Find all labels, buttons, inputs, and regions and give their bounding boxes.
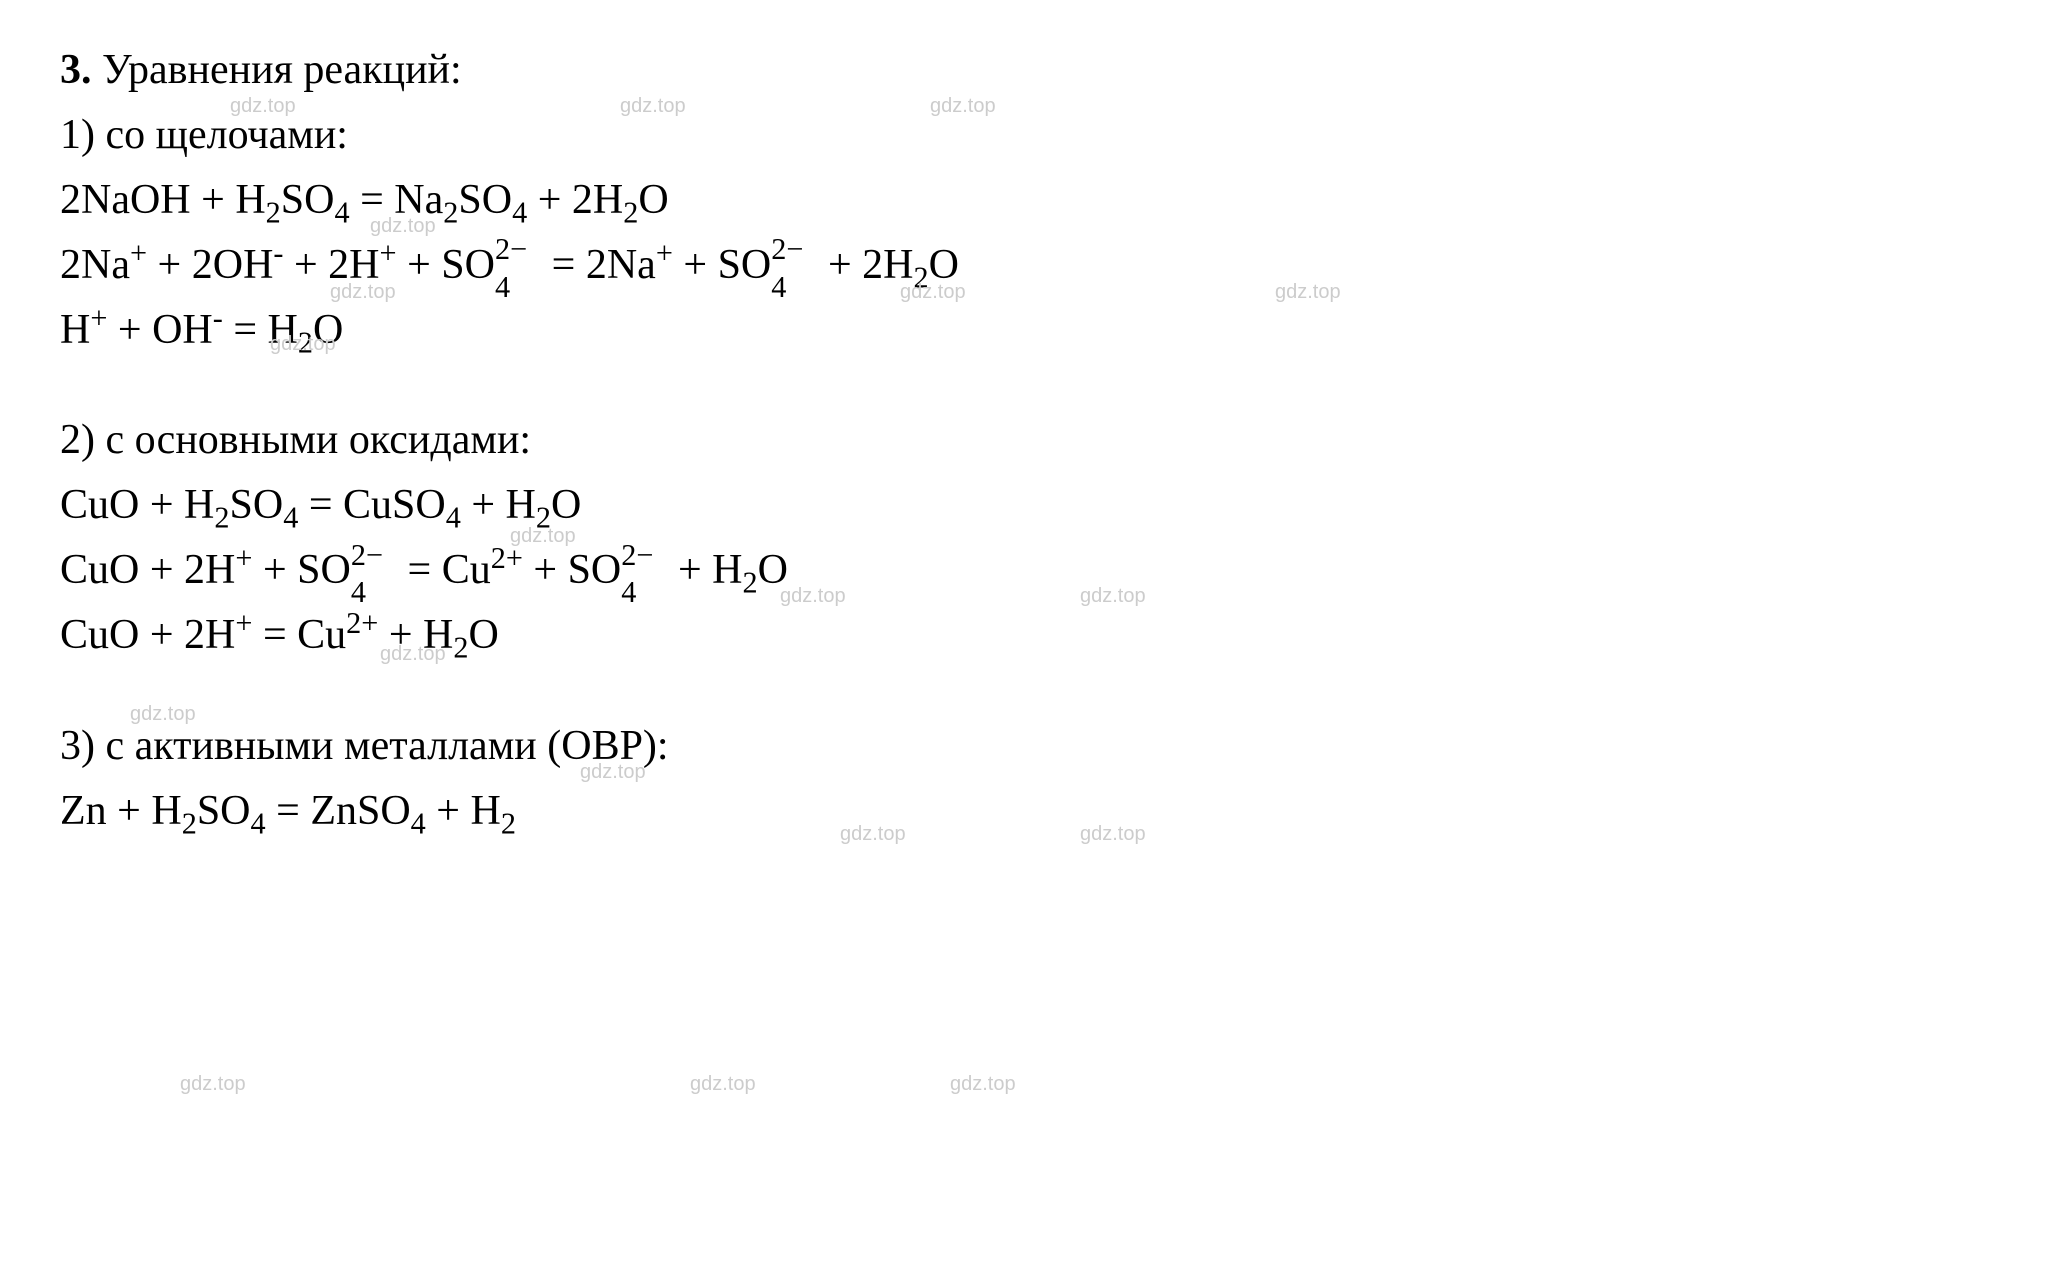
header-line: 3. Уравнения реакций:	[60, 40, 1988, 101]
header-num: 3.	[60, 47, 92, 93]
equation-line: 2NaOH + H2SO4 = Na2SO4 + 2H2O	[60, 170, 1988, 231]
section-label: 1) со щелочами:	[60, 105, 1988, 166]
equation-line: CuO + 2H+ = Cu2+ + H2O	[60, 605, 1988, 666]
equation-line: 2Na+ + 2OH- + 2H+ + SO2−4 = 2Na+ + SO2−4…	[60, 235, 1988, 296]
section-label: 3) с активными металлами (ОВР):	[60, 716, 1988, 777]
equation-line: CuO + H2SO4 = CuSO4 + H2O	[60, 475, 1988, 536]
watermark-text: gdz.top	[950, 1070, 1016, 1099]
equation-line: CuO + 2H+ + SO2−4 = Cu2+ + SO2−4 + H2O	[60, 540, 1988, 601]
watermark-text: gdz.top	[180, 1070, 246, 1099]
watermark-text: gdz.top	[690, 1070, 756, 1099]
header-title: Уравнения реакций:	[102, 47, 462, 93]
section-label: 2) с основными оксидами:	[60, 410, 1988, 471]
equation-line: Zn + H2SO4 = ZnSO4 + H2	[60, 781, 1988, 842]
content-sections: 1) со щелочами:2NaOH + H2SO4 = Na2SO4 + …	[60, 105, 1988, 842]
equation-line: H+ + OH- = H2O	[60, 300, 1988, 361]
